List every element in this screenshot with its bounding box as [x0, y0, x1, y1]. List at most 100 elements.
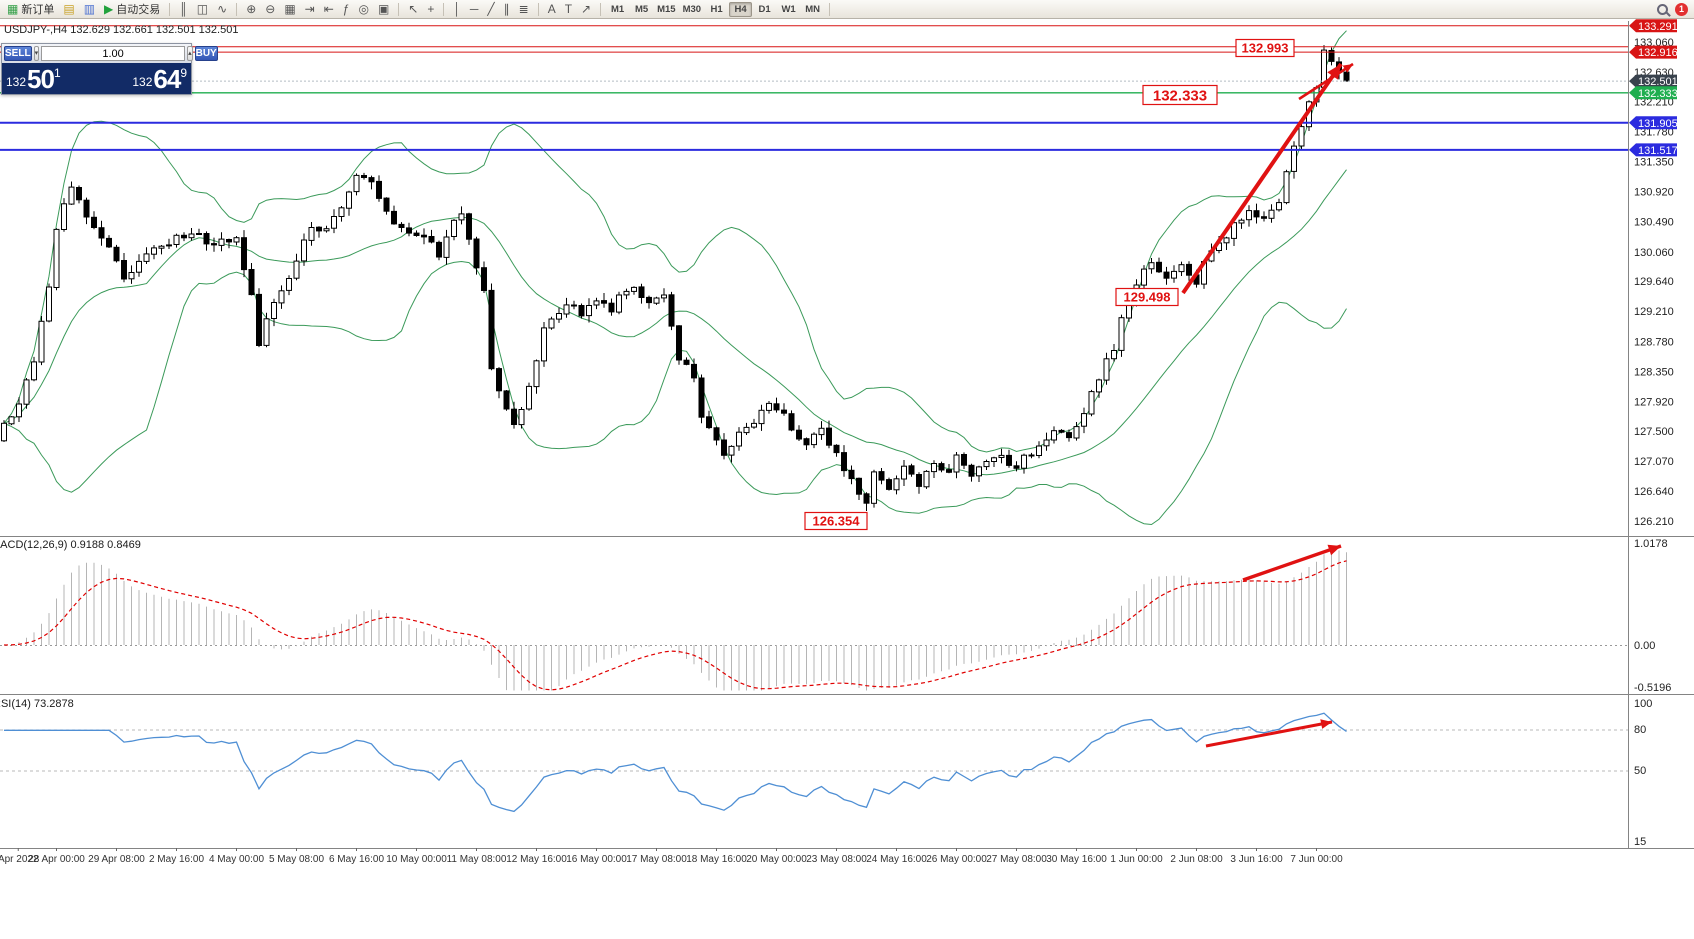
trendline-button[interactable]: ╱ [483, 1, 498, 17]
price-scale-label: 127.070 [1634, 456, 1674, 468]
volume-input[interactable] [41, 46, 186, 61]
buy-button[interactable]: BUY [194, 46, 218, 61]
rsi-scale-label: 15 [1634, 836, 1646, 848]
bar-chart-type-button[interactable]: ║ [175, 1, 192, 17]
search-icon[interactable] [1657, 3, 1668, 15]
crosshair-icon: + [427, 2, 435, 16]
chart-title: USDJPY-,H4 132.629 132.661 132.501 132.5… [4, 24, 239, 36]
rsi-scale-label: 80 [1634, 724, 1646, 736]
timeframe-button-m5[interactable]: M5 [630, 2, 653, 17]
price-scale-label: 131.780 [1634, 127, 1674, 139]
price-scale-label: 127.500 [1634, 426, 1674, 438]
horizontal-line-icon: ─ [469, 2, 479, 16]
volume-decrease-button[interactable]: ▾ [33, 46, 40, 61]
price-scale-label: 129.210 [1634, 306, 1674, 318]
price-scale-label: 126.640 [1634, 486, 1674, 498]
timeframe-button-m15[interactable]: M15 [654, 2, 678, 17]
auto-scroll-button[interactable]: ⇥ [301, 1, 319, 17]
time-axis-label: 23 May 08:00 [806, 854, 867, 865]
trend-arrow-head [1320, 719, 1332, 729]
ask-price-button[interactable]: 132 64 9 [132, 64, 187, 92]
timeframe-button-h4[interactable]: H4 [729, 1, 753, 17]
bid-price-button[interactable]: 132 50 1 [6, 64, 61, 92]
trend-arrows[interactable] [1181, 62, 1354, 748]
price-level-tag-label: 133.291 [1638, 21, 1678, 33]
charts-grid-icon: ▤ [63, 2, 75, 16]
panel-separators [0, 21, 1694, 849]
trend-arrow-head [1327, 544, 1341, 556]
trend-arrow-head [1342, 64, 1353, 73]
price-scale-label: 130.060 [1634, 247, 1674, 259]
indicators-icon: ƒ [342, 2, 350, 16]
toolbar-button-area: ▦ 新订单 ▤ ▥ ▶ 自动交易 ║ ◫ ∿ ⊕ ⊖ ▦ ⇥ ⇤ ƒ ◎ ▣ ↖ + │ ─ ╱ ∥ ≣ A T ↗ M1 M5 M15 M… [3, 1, 834, 17]
zoom-out-icon: ⊖ [265, 2, 276, 16]
vertical-line-button[interactable]: │ [449, 1, 465, 17]
callout-box [1235, 38, 1295, 58]
text-icon: A [547, 2, 556, 16]
trend-arrow [1181, 62, 1343, 295]
line-chart-type-button[interactable]: ∿ [213, 1, 231, 17]
toolbar-separator [829, 2, 831, 16]
bar-chart-type-icon: ║ [179, 2, 188, 16]
candlestick-type-button[interactable]: ◫ [193, 1, 212, 17]
cursor-button[interactable]: ↖ [404, 1, 422, 17]
timeframe-button-w1[interactable]: W1 [777, 2, 800, 17]
one-click-trading-panel: SELL ▾ ▴ BUY 132 50 1 132 64 9 [1, 43, 218, 95]
time-axis-label: 16 May 00:00 [566, 854, 627, 865]
sell-button[interactable]: SELL [4, 46, 32, 61]
trend-arrow [1205, 720, 1333, 748]
charts-grid-button[interactable]: ▤ [59, 1, 78, 17]
chart-shift-button[interactable]: ⇤ [320, 1, 338, 17]
price-scale-label: 131.350 [1634, 157, 1674, 169]
toolbar-separator [443, 2, 445, 16]
templates-menu-button[interactable]: ▣ [374, 1, 393, 17]
notification-badge[interactable]: 1 [1675, 2, 1688, 16]
arrows-icon: ↗ [581, 2, 592, 16]
periods-menu-button[interactable]: ◎ [354, 1, 372, 17]
indicators-button[interactable]: ƒ [339, 1, 354, 17]
tile-windows-button[interactable]: ▦ [280, 1, 299, 17]
price-scale[interactable]: 133.060132.630132.210131.780131.350130.9… [1629, 19, 1678, 528]
price-level-tag-label: 131.905 [1638, 118, 1678, 130]
zoom-out-button[interactable]: ⊖ [261, 1, 279, 17]
volume-increase-button[interactable]: ▴ [187, 46, 193, 61]
time-axis-label: 29 Apr 08:00 [88, 854, 145, 865]
ask-price-pips: 64 [153, 64, 181, 94]
data-window-button[interactable]: ▥ [80, 1, 99, 17]
timeframe-button-m30[interactable]: M30 [680, 2, 704, 17]
label-button[interactable]: T [561, 1, 576, 17]
price-level-lines[interactable] [0, 25, 1628, 151]
one-click-price-row: 132 50 1 132 64 9 [2, 63, 191, 94]
price-level-tag [1629, 74, 1677, 88]
crosshair-button[interactable]: + [423, 1, 438, 17]
text-button[interactable]: A [544, 1, 560, 17]
arrows-button[interactable]: ↗ [577, 1, 595, 17]
timeframe-button-d1[interactable]: D1 [753, 2, 776, 17]
macd-panel: 1.0178 0.00 -0.5196 [0, 538, 1671, 694]
zoom-in-button[interactable]: ⊕ [242, 1, 260, 17]
time-axis-label: 5 May 08:00 [269, 854, 324, 865]
time-axis-label: 6 May 16:00 [329, 854, 384, 865]
time-axis-label: 2 May 16:00 [149, 854, 204, 865]
new-order-button[interactable]: ▦ 新订单 [3, 1, 58, 17]
trendline-icon: ╱ [487, 2, 495, 16]
macd-signal-line [3, 560, 1347, 691]
fibonacci-button[interactable]: ≣ [515, 1, 533, 17]
price-callouts[interactable]: 132.993 132.333 129.498 126.354 [804, 38, 1295, 531]
channel-button[interactable]: ∥ [500, 1, 514, 17]
autotrade-button[interactable]: ▶ 自动交易 [100, 1, 164, 17]
price-level-tag [1629, 116, 1677, 130]
timeframe-button-h1[interactable]: H1 [705, 2, 728, 17]
time-axis-label: 10 May 00:00 [386, 854, 447, 865]
macd-indicator-label: MACD(12,26,9) 0.9188 0.8469 [0, 539, 141, 551]
new-order-button-label: 新订单 [21, 4, 55, 16]
timeframe-button-m1[interactable]: M1 [606, 2, 629, 17]
toolbar-separator [236, 2, 238, 16]
time-axis-label: 26 May 00:00 [926, 854, 987, 865]
callout-text: 132.333 [1153, 87, 1207, 104]
timeframe-button-mn[interactable]: MN [801, 2, 824, 17]
horizontal-line-button[interactable]: ─ [466, 1, 483, 17]
auto-scroll-icon: ⇥ [304, 2, 315, 16]
